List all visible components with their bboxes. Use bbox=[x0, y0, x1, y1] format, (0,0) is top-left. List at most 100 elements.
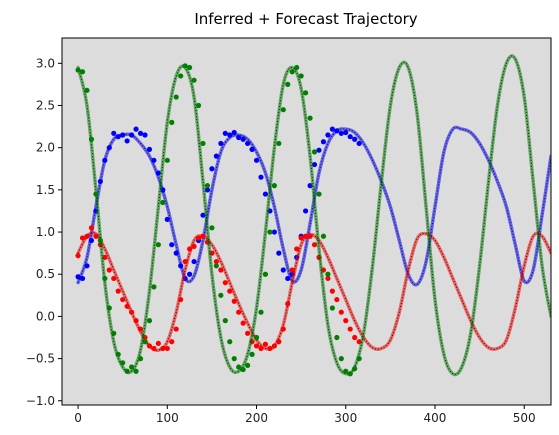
observation-point-2-8 bbox=[111, 330, 117, 336]
observation-point-1-18 bbox=[155, 340, 161, 347]
observation-point-0-18 bbox=[155, 170, 161, 176]
observation-point-0-14 bbox=[137, 130, 144, 136]
y-tick-label-4: 1.0 bbox=[36, 225, 55, 239]
chart-title: Inferred + Forecast Trajectory bbox=[194, 10, 417, 28]
series-layer bbox=[75, 54, 551, 377]
observation-point-1-51 bbox=[303, 233, 309, 239]
observation-point-0-41 bbox=[258, 174, 264, 180]
observation-point-1-57 bbox=[329, 288, 335, 294]
observation-point-2-35 bbox=[231, 356, 237, 362]
observation-point-0-59 bbox=[338, 130, 344, 136]
observation-point-2-59 bbox=[338, 356, 344, 362]
observation-point-0-60 bbox=[343, 129, 349, 136]
observation-point-0-0 bbox=[75, 274, 81, 280]
observation-point-0-36 bbox=[236, 134, 242, 141]
y-tick-label-0: −1.0 bbox=[26, 394, 55, 408]
observation-point-1-23 bbox=[178, 296, 184, 303]
observation-point-2-46 bbox=[280, 107, 286, 113]
x-tick-label-4: 400 bbox=[424, 411, 447, 425]
observation-point-0-42 bbox=[262, 191, 269, 197]
observation-point-2-6 bbox=[102, 275, 108, 282]
observation-point-2-49 bbox=[294, 64, 300, 71]
observation-point-2-43 bbox=[267, 229, 273, 235]
observation-point-2-11 bbox=[124, 368, 130, 374]
x-tick-label-5: 500 bbox=[513, 411, 536, 425]
observation-point-1-12 bbox=[129, 309, 135, 315]
observation-point-2-5 bbox=[97, 237, 103, 244]
observation-point-1-0 bbox=[75, 253, 81, 259]
observation-point-1-1 bbox=[79, 235, 86, 241]
y-tick-label-3: 0.5 bbox=[36, 267, 55, 281]
observation-point-2-1 bbox=[79, 69, 86, 75]
observation-point-0-58 bbox=[334, 128, 340, 134]
observation-point-1-52 bbox=[307, 233, 313, 239]
observation-point-0-11 bbox=[124, 138, 130, 144]
observation-point-2-63 bbox=[356, 356, 362, 362]
observation-point-2-42 bbox=[262, 271, 269, 277]
x-tick-label-3: 300 bbox=[334, 411, 357, 425]
observation-point-1-2 bbox=[84, 233, 90, 239]
observation-point-1-31 bbox=[213, 258, 219, 265]
observation-point-2-15 bbox=[142, 339, 148, 345]
observation-point-0-46 bbox=[280, 267, 286, 273]
observation-point-0-30 bbox=[209, 166, 215, 172]
observation-point-2-41 bbox=[258, 309, 264, 315]
observation-point-1-7 bbox=[106, 267, 112, 273]
observation-point-2-56 bbox=[325, 271, 331, 277]
observation-point-2-10 bbox=[120, 360, 126, 366]
observation-point-2-7 bbox=[106, 305, 112, 311]
y-tick-label-7: 2.5 bbox=[36, 98, 55, 112]
observation-point-1-8 bbox=[111, 275, 117, 282]
observation-point-2-27 bbox=[195, 102, 202, 109]
observation-point-0-39 bbox=[249, 146, 255, 152]
observation-point-2-24 bbox=[182, 63, 188, 69]
observation-point-1-46 bbox=[280, 326, 286, 332]
observation-point-2-13 bbox=[133, 368, 139, 374]
observation-point-0-61 bbox=[347, 134, 353, 140]
observation-point-0-56 bbox=[325, 132, 331, 138]
observation-point-0-28 bbox=[200, 212, 206, 218]
observation-point-0-54 bbox=[316, 147, 322, 153]
observation-point-2-19 bbox=[160, 199, 166, 206]
observation-point-1-28 bbox=[200, 233, 206, 239]
observation-point-0-17 bbox=[151, 157, 157, 163]
observation-point-0-55 bbox=[320, 139, 327, 145]
observation-point-2-18 bbox=[155, 242, 161, 248]
observation-point-0-62 bbox=[352, 136, 358, 142]
observation-point-1-35 bbox=[231, 298, 237, 304]
observation-point-0-7 bbox=[106, 145, 112, 151]
observation-point-0-21 bbox=[169, 242, 175, 248]
y-tick-label-6: 2.0 bbox=[36, 141, 55, 155]
observation-point-1-11 bbox=[124, 303, 130, 309]
observation-point-1-13 bbox=[133, 318, 139, 324]
observation-point-2-60 bbox=[343, 368, 349, 374]
observation-point-0-40 bbox=[253, 157, 260, 163]
observation-point-2-52 bbox=[307, 115, 313, 121]
observation-point-1-34 bbox=[227, 288, 233, 294]
observation-point-2-20 bbox=[164, 157, 170, 163]
observation-point-1-4 bbox=[93, 233, 99, 239]
plot-frame bbox=[61, 37, 552, 406]
observation-point-2-34 bbox=[227, 339, 233, 345]
observation-point-0-29 bbox=[204, 187, 211, 193]
observation-point-2-61 bbox=[347, 371, 353, 377]
x-tick-label-2: 200 bbox=[245, 411, 268, 425]
y-tick-label-1: −0.5 bbox=[26, 352, 55, 366]
observation-point-1-38 bbox=[245, 330, 251, 336]
observation-point-2-40 bbox=[253, 334, 260, 341]
observation-point-0-44 bbox=[271, 229, 277, 235]
observation-point-2-51 bbox=[303, 90, 309, 96]
observation-point-2-32 bbox=[218, 292, 224, 298]
observation-point-0-31 bbox=[213, 153, 219, 159]
reference-dotted-line-2 bbox=[77, 55, 551, 376]
observation-point-1-21 bbox=[169, 339, 175, 345]
observation-point-1-50 bbox=[298, 235, 304, 241]
observation-point-1-49 bbox=[294, 246, 300, 252]
observation-point-0-10 bbox=[120, 132, 126, 138]
observation-point-1-59 bbox=[338, 309, 344, 315]
observation-point-2-3 bbox=[88, 136, 95, 142]
observation-point-0-20 bbox=[164, 216, 170, 222]
observation-point-1-42 bbox=[262, 341, 269, 347]
observation-point-0-25 bbox=[187, 271, 193, 277]
